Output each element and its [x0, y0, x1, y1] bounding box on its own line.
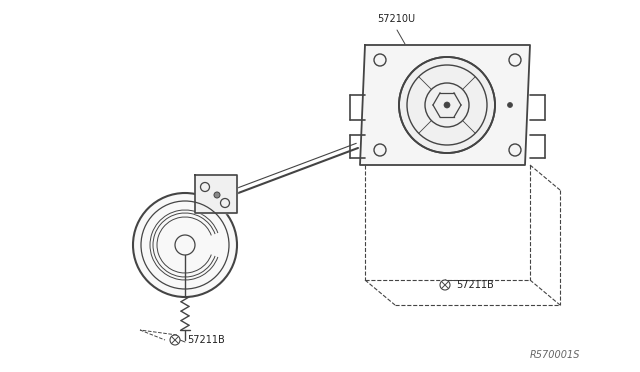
Circle shape — [214, 192, 220, 198]
Polygon shape — [195, 175, 237, 213]
Circle shape — [444, 102, 450, 108]
Circle shape — [399, 57, 495, 153]
Text: 57211B: 57211B — [456, 280, 493, 290]
Circle shape — [440, 280, 450, 290]
Circle shape — [133, 193, 237, 297]
Text: 57211B: 57211B — [187, 335, 225, 345]
Circle shape — [508, 103, 513, 108]
Polygon shape — [360, 45, 530, 165]
Text: 57210U: 57210U — [377, 14, 415, 24]
Circle shape — [170, 335, 180, 345]
Text: R570001S: R570001S — [530, 350, 580, 360]
